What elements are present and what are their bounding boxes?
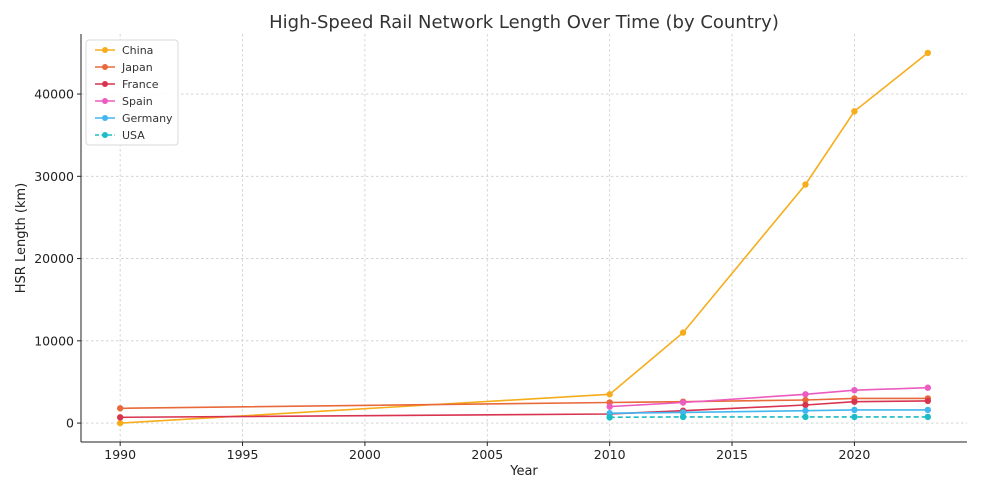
data-point-france [851,398,858,405]
y-tick-label: 30000 [34,169,74,184]
series-line-spain [609,386,928,408]
series-france [116,397,932,421]
series-layer [116,49,932,427]
data-point-usa [606,414,613,421]
x-tick-label: 1990 [104,447,136,462]
data-point-spain [802,391,809,398]
data-point-france [116,414,124,421]
x-tick-label: 2020 [839,447,871,462]
data-point-japan [802,396,809,404]
x-tick-label: 2015 [716,447,748,462]
data-point-germany [802,407,809,414]
legend-item-china: China [95,44,153,57]
legend-label: Spain [122,95,153,108]
legend-label: Germany [122,112,173,125]
legend-item-germany: Germany [95,112,173,125]
data-point-japan [116,405,124,412]
legend-item-japan: Japan [95,61,153,74]
x-tick-label: 2010 [594,447,626,462]
legend-swatch-marker [102,132,108,138]
series-line-china [120,52,929,424]
data-point-usa [924,413,932,421]
legend-swatch-marker [102,81,108,87]
y-tick-label: 20000 [34,251,74,266]
legend-item-spain: Spain [95,95,153,108]
legend-swatch-marker [102,47,108,53]
legend-item-france: France [95,78,159,91]
legend-swatch-marker [102,64,108,70]
y-tick-label: 0 [66,416,74,431]
data-point-germany [679,409,687,416]
legend-swatch-marker [102,115,108,121]
series-line-japan [120,397,928,410]
x-tick-label: 2000 [349,447,381,462]
data-point-spain [606,403,613,410]
x-axis-label: Year [509,464,538,479]
legend-item-usa: USA [95,129,145,142]
data-point-spain [924,384,932,391]
legend-label: France [122,78,159,91]
axes [80,34,967,443]
legend-label: China [122,44,153,57]
data-point-spain [679,399,687,406]
data-point-france [924,397,932,405]
y-axis-label: HSR Length (km) [14,183,29,294]
data-point-germany [851,406,858,414]
grid [81,34,967,442]
x-tick-label: 2005 [471,447,503,462]
series-spain [606,384,932,410]
x-tick-label: 1995 [227,447,259,462]
data-point-spain [851,386,858,394]
legend-label: USA [122,129,145,142]
data-point-china [924,49,932,57]
data-point-china [116,419,124,427]
legend-swatch-marker [102,98,108,104]
y-tick-label: 40000 [34,87,74,102]
legend: China Japan France Spain Germany USA [85,39,179,146]
data-point-usa [679,413,687,421]
ticks: 1990 1995 2000 2005 2010 2015 2020 0 10000 20000 3… [34,87,870,462]
series-japan [116,395,932,412]
data-point-usa [802,413,809,421]
data-point-china [679,329,687,336]
chart-title: High-Speed Rail Network Length Over Time… [269,12,779,33]
data-point-china [802,181,809,188]
data-point-france [802,401,809,409]
series-line-france [120,400,928,419]
series-china [116,49,932,427]
series-germany [606,406,932,417]
series-usa [606,413,932,421]
data-point-germany [924,406,932,414]
y-tick-label: 10000 [34,333,74,348]
legend-label: Japan [121,61,153,74]
data-point-china [606,391,613,398]
data-point-usa [851,413,858,421]
data-point-china [851,108,858,115]
